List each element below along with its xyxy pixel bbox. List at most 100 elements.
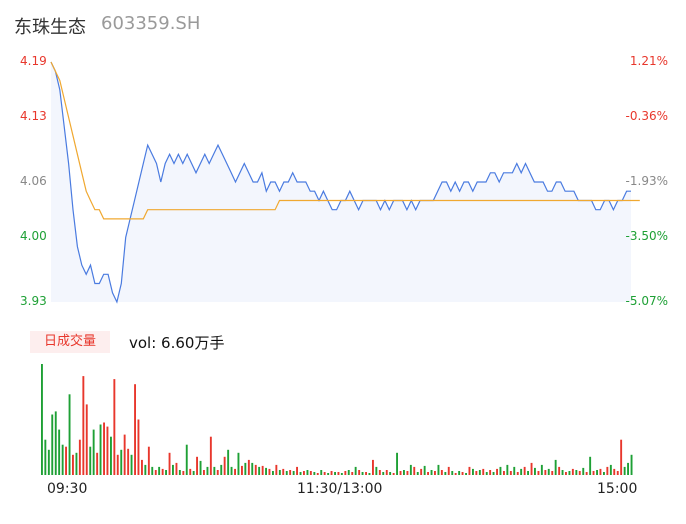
volume-bar	[423, 465, 426, 475]
volume-bar	[110, 436, 112, 475]
volume-bar	[213, 466, 216, 475]
volume-bar	[196, 456, 198, 475]
volume-bar	[444, 472, 447, 475]
volume-bar	[178, 470, 181, 475]
volume-bar	[416, 472, 419, 475]
volume-bar	[141, 459, 143, 475]
volume-bar	[261, 465, 264, 475]
volume-bar	[247, 459, 250, 475]
volume-bar	[496, 468, 498, 475]
volume-bar	[344, 471, 347, 475]
volume-bar	[478, 470, 481, 475]
volume-bar	[99, 424, 102, 475]
volume-bar	[403, 470, 405, 475]
volume-bar	[489, 470, 492, 475]
volume-bar	[585, 472, 588, 475]
pct-tick-label: -3.50%	[625, 229, 668, 244]
volume-bar	[468, 466, 471, 475]
price-tick-label: 4.06	[20, 174, 47, 188]
price-tick-label: 4.13	[20, 109, 47, 124]
volume-bar	[89, 446, 92, 475]
x-tick-label-midday: 11:30/13:00	[297, 481, 383, 497]
volume-bar	[265, 467, 267, 475]
volume-bar	[530, 462, 533, 475]
volume-bar	[551, 471, 554, 475]
volume-bar	[106, 426, 109, 475]
volume-bar	[158, 466, 161, 475]
average-line	[50, 61, 640, 220]
volume-bar	[116, 454, 119, 475]
volume-bar	[606, 466, 609, 475]
x-tick-label-close: 15:00	[597, 481, 638, 497]
volume-bar	[220, 464, 223, 475]
volume-bar	[75, 452, 78, 475]
volume-bar	[365, 472, 367, 475]
volume-bar	[334, 472, 336, 475]
volume-bar	[244, 462, 247, 475]
volume-bar	[392, 473, 395, 475]
volume-bar	[382, 472, 385, 475]
volume-bar	[589, 456, 592, 475]
volume-bar	[278, 470, 281, 475]
volume-bar	[234, 468, 236, 475]
price-tick-label: 4.00	[20, 229, 47, 244]
volume-bar	[354, 466, 357, 475]
volume-bar	[561, 470, 564, 475]
volume-bar	[68, 394, 71, 475]
volume-bar	[316, 473, 319, 475]
volume-bar	[613, 468, 616, 475]
volume-bar	[65, 446, 67, 475]
volume-bar	[509, 471, 512, 475]
volume-bar	[41, 364, 43, 475]
volume-bar	[172, 464, 174, 475]
volume-bar	[406, 471, 409, 475]
volume-bar	[540, 464, 543, 475]
volume-bar	[523, 466, 526, 475]
volume-bar	[216, 470, 219, 475]
volume-bar	[134, 384, 136, 475]
pct-tick-label: -5.07%	[625, 294, 668, 308]
pct-tick-label: -1.93%	[625, 174, 668, 188]
volume-bar	[609, 464, 612, 475]
volume-bar	[323, 472, 326, 475]
volume-bar	[209, 436, 212, 475]
stock-name: 东珠生态	[14, 17, 86, 38]
volume-bar	[347, 470, 350, 475]
volume-bar	[389, 472, 392, 475]
volume-bar	[78, 439, 81, 475]
volume-bar	[506, 464, 509, 475]
volume-bar	[375, 466, 378, 475]
volume-bar	[151, 466, 154, 475]
volume-bar	[434, 471, 436, 475]
volume-value: vol: 6.60万手	[129, 334, 225, 352]
volume-bar	[440, 470, 443, 475]
volume-bar	[289, 470, 292, 475]
volume-bar	[482, 468, 485, 475]
volume-bar	[623, 466, 626, 475]
stock-code: 603359.SH	[101, 13, 201, 34]
volume-bar	[137, 419, 140, 475]
volume-bar	[92, 429, 95, 475]
price-tick-label: 4.19	[20, 54, 47, 68]
volume-bar	[58, 429, 61, 475]
volume-bar	[185, 444, 188, 475]
volume-bar	[161, 468, 164, 475]
volume-bar	[61, 444, 64, 475]
volume-bar	[430, 470, 433, 475]
volume-bar	[458, 471, 461, 475]
volume-bar	[254, 464, 257, 475]
volume-bar	[592, 471, 595, 475]
volume-bar	[578, 471, 581, 475]
volume-bar	[396, 452, 398, 475]
volume-bar	[241, 465, 243, 475]
volume-bar	[544, 470, 547, 475]
volume-bar	[303, 471, 305, 475]
volume-badge: 日成交量	[30, 331, 110, 353]
volume-bar	[327, 473, 330, 475]
volume-bar	[340, 473, 343, 475]
volume-bar	[275, 464, 278, 475]
volume-bar	[603, 472, 605, 475]
volume-bar	[447, 466, 450, 475]
volume-bar	[251, 462, 254, 475]
